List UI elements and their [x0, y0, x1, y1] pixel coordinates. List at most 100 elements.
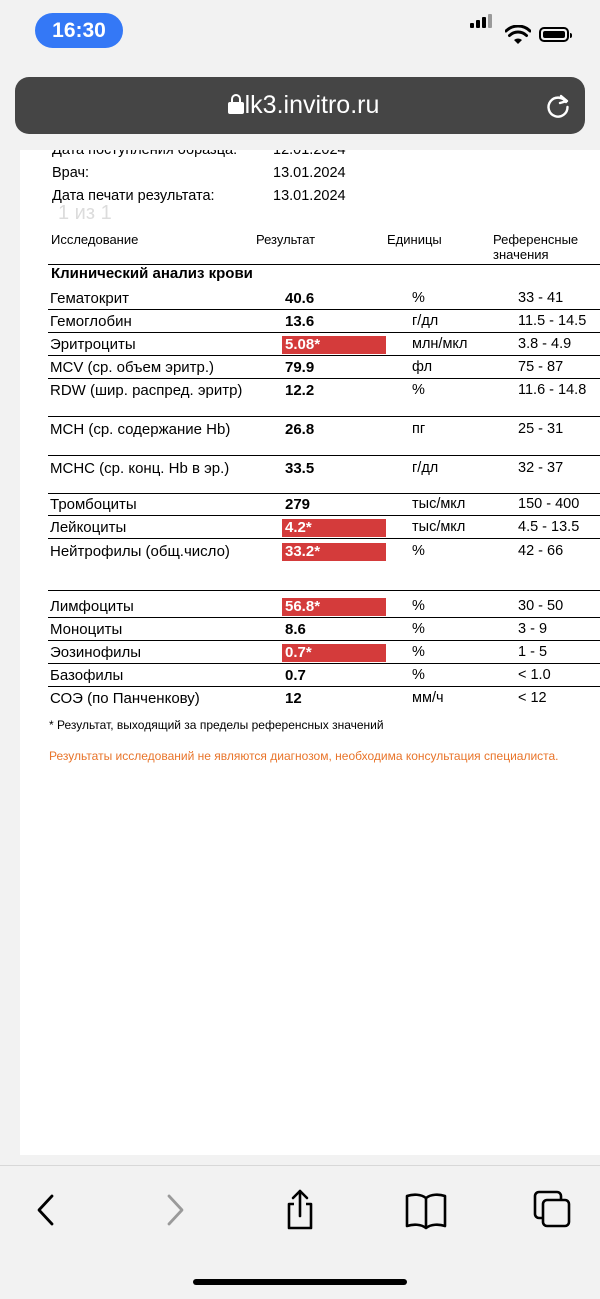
- row-test-name: MCH (ср. содержание Hb): [50, 421, 231, 438]
- row-divider: [48, 355, 600, 356]
- row-reference: 42 - 66: [518, 543, 564, 559]
- row-reference: 11.5 - 14.5: [518, 313, 587, 329]
- report-page[interactable]: Дата поступления образца: 12.01.2024 Вра…: [20, 150, 600, 1155]
- row-unit: %: [412, 621, 425, 637]
- meta-label: Дата поступления образца:: [52, 150, 238, 158]
- meta-value: 13.01.2024: [273, 188, 346, 204]
- row-result: 279: [285, 496, 311, 513]
- row-reference: 30 - 50: [518, 598, 564, 614]
- battery-icon: [539, 27, 572, 42]
- row-test-name: Гемоглобин: [50, 313, 132, 330]
- row-result: 12: [285, 690, 302, 707]
- bookmarks-icon[interactable]: [401, 1188, 451, 1232]
- column-header-reference: Референсные значения: [493, 232, 579, 262]
- row-result: 13.6: [285, 313, 315, 330]
- forward-icon[interactable]: [150, 1188, 200, 1232]
- row-test-name: Тромбоциты: [50, 496, 137, 513]
- row-reference: 11.6 - 14.8: [518, 382, 587, 398]
- meta-label: Врач:: [52, 165, 90, 181]
- row-test-name: Гематокрит: [50, 290, 129, 307]
- column-header-result: Результат: [256, 232, 316, 247]
- row-test-name: MCHC (ср. конц. Hb в эр.): [50, 460, 230, 477]
- row-result-flagged: 5.08*: [282, 336, 386, 354]
- row-test-name: СОЭ (по Панченкову): [50, 690, 200, 707]
- row-unit: %: [412, 382, 425, 398]
- row-reference: 3.8 - 4.9: [518, 336, 572, 352]
- meta-row-doctor: Врач: 13.01.2024: [52, 165, 346, 181]
- page-indicator: 1 из 1: [58, 202, 112, 224]
- url-text[interactable]: lk3.invitro.ru: [15, 77, 585, 134]
- row-test-name: Моноциты: [50, 621, 123, 638]
- address-bar[interactable]: lk3.invitro.ru: [15, 77, 585, 134]
- row-test-name: MCV (ср. объем эритр.): [50, 359, 215, 376]
- row-test-name: Базофилы: [50, 667, 124, 684]
- back-icon[interactable]: [22, 1188, 72, 1232]
- row-result-flagged: 33.2*: [282, 543, 386, 561]
- row-unit: %: [412, 667, 425, 683]
- row-result-flagged: 0.7*: [282, 644, 386, 662]
- meta-row-print-date: Дата печати результата: 13.01.2024: [52, 188, 346, 204]
- row-unit: тыс/мкл: [412, 519, 466, 535]
- row-reference: 33 - 41: [518, 290, 564, 306]
- row-unit: г/дл: [412, 460, 439, 476]
- row-result: 40.6: [285, 290, 315, 307]
- row-divider: [48, 416, 600, 417]
- tabs-icon[interactable]: [528, 1188, 578, 1232]
- status-bar: 16:30: [0, 0, 600, 70]
- row-test-name: Лейкоциты: [50, 519, 127, 536]
- row-divider: [48, 663, 600, 664]
- row-result: 8.6: [285, 621, 306, 638]
- home-indicator: [193, 1279, 407, 1285]
- row-reference: 32 - 37: [518, 460, 564, 476]
- footnote: * Результат, выходящий за пределы рефере…: [49, 718, 384, 732]
- meta-value: 12.01.2024: [273, 150, 346, 158]
- row-unit: тыс/мкл: [412, 496, 466, 512]
- reload-icon[interactable]: [543, 91, 573, 121]
- disclaimer: Результаты исследований не являются диаг…: [49, 749, 559, 763]
- column-header-test: Исследование: [51, 232, 139, 247]
- row-test-name: Эритроциты: [50, 336, 136, 353]
- row-unit: г/дл: [412, 313, 439, 329]
- row-result: 33.5: [285, 460, 315, 477]
- row-divider: [48, 378, 600, 379]
- column-header-units: Единицы: [387, 232, 442, 247]
- row-reference: 25 - 31: [518, 421, 564, 437]
- row-test-name: Лимфоциты: [50, 598, 134, 615]
- meta-row-sample-date: Дата поступления образца: 12.01.2024: [52, 150, 346, 158]
- row-reference: 75 - 87: [518, 359, 564, 375]
- row-reference: 150 - 400: [518, 496, 580, 512]
- meta-label: Дата печати результата:: [52, 188, 215, 204]
- row-divider: [48, 515, 600, 516]
- url-value: lk3.invitro.ru: [244, 91, 380, 119]
- section-title: Клинический анализ крови: [51, 265, 253, 282]
- row-reference: < 12: [518, 690, 547, 706]
- row-reference: 3 - 9: [518, 621, 548, 637]
- row-divider: [48, 538, 600, 539]
- row-unit: %: [412, 543, 425, 559]
- row-divider: [48, 640, 600, 641]
- row-unit: мм/ч: [412, 690, 444, 706]
- row-test-name: Эозинофилы: [50, 644, 142, 661]
- row-result: 0.7: [285, 667, 306, 684]
- wifi-icon: [505, 25, 531, 44]
- row-unit: фл: [412, 359, 433, 375]
- row-divider: [48, 590, 600, 591]
- row-test-name: Нейтрофилы (общ.число): [50, 543, 230, 560]
- row-result-flagged: 4.2*: [282, 519, 386, 537]
- row-unit: млн/мкл: [412, 336, 468, 352]
- row-reference: < 1.0: [518, 667, 551, 683]
- lock-icon: [228, 94, 244, 114]
- row-test-name: RDW (шир. распред. эритр): [50, 382, 243, 399]
- row-unit: пг: [412, 421, 426, 437]
- row-reference: 4.5 - 13.5: [518, 519, 580, 535]
- row-divider: [48, 332, 600, 333]
- share-icon[interactable]: [275, 1188, 325, 1232]
- row-result: 26.8: [285, 421, 315, 438]
- row-result: 79.9: [285, 359, 315, 376]
- row-result: 12.2: [285, 382, 315, 399]
- row-divider: [48, 455, 600, 456]
- row-reference: 1 - 5: [518, 644, 548, 660]
- divider: [48, 264, 600, 265]
- row-divider: [48, 493, 600, 494]
- row-divider: [48, 309, 600, 310]
